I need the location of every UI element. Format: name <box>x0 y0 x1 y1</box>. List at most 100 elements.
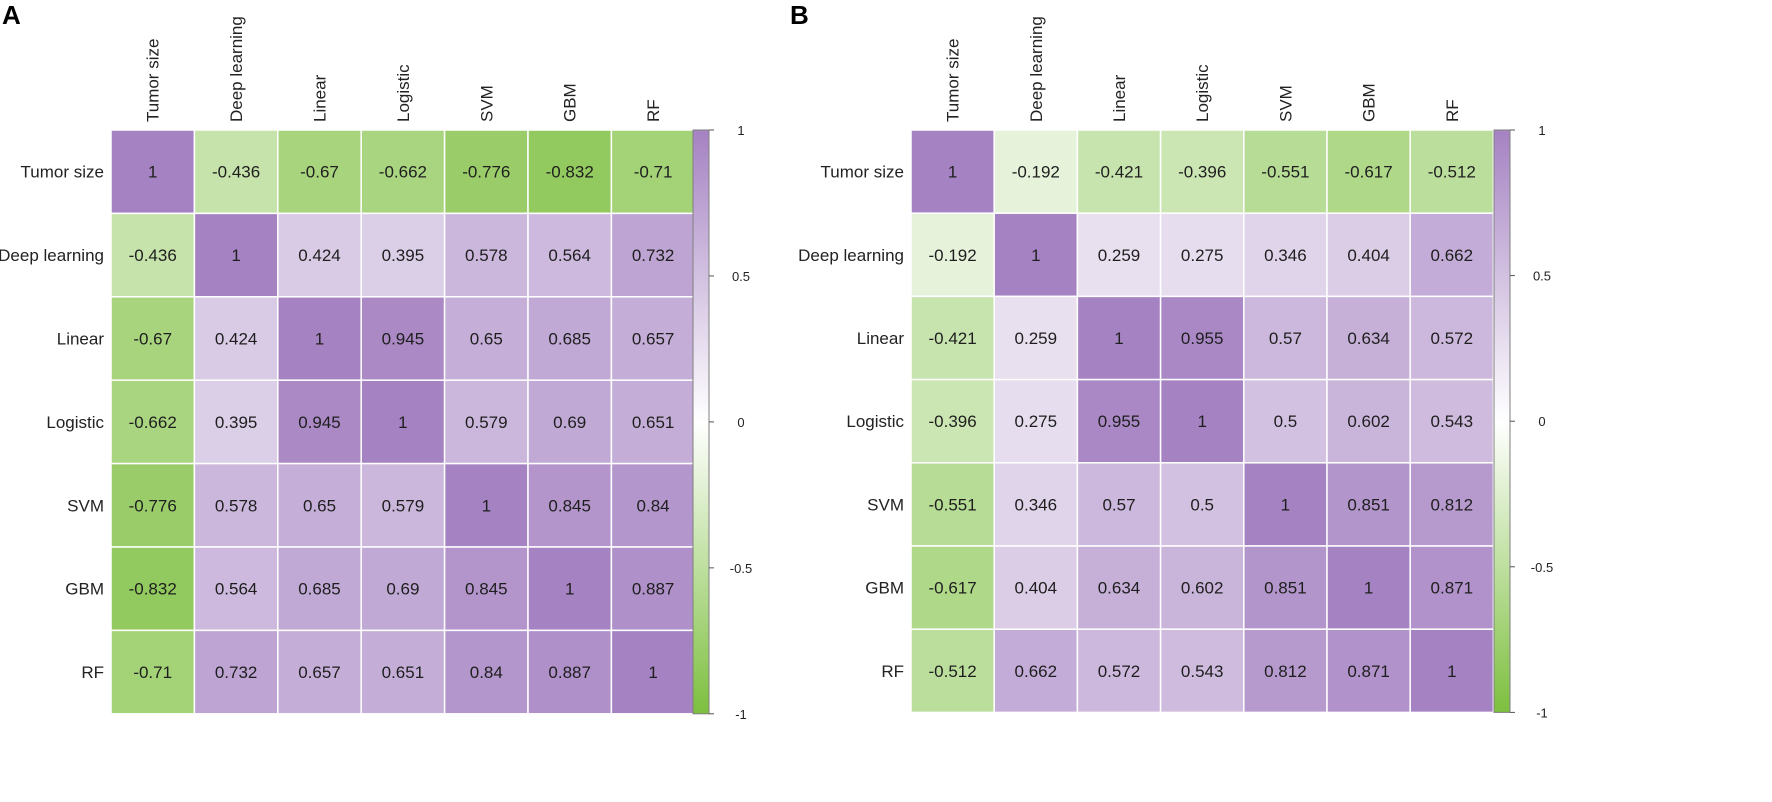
heatmap-cell <box>1076 378 1162 464</box>
column-label-rf: RF <box>1443 99 1462 122</box>
panel-a: A 1 -0.436 -0.67 -0.662 -0.776 -0.832 -0.71 -0.4… <box>0 0 752 722</box>
cell-value-label: 1 <box>565 580 574 599</box>
cell-value-label: 0.84 <box>470 663 503 682</box>
row-label-linear: Linear <box>57 330 105 349</box>
column-label-svm: SVM <box>477 85 496 122</box>
heatmap-cell <box>443 546 529 632</box>
panel-label: B <box>790 0 809 30</box>
panel-label: A <box>2 0 21 30</box>
heatmap-cell <box>1243 462 1328 547</box>
heatmap-cell <box>1326 628 1411 714</box>
heatmap-cells: 1 -0.192 -0.421 -0.396 -0.551 -0.617 -0.512 -0.… <box>910 129 1495 714</box>
colorbar-tick-label: -0.5 <box>730 561 752 576</box>
cell-value-label: -0.67 <box>133 330 172 349</box>
cell-value-label: 0.732 <box>215 663 258 682</box>
cell-value-label: 0.945 <box>382 330 425 349</box>
cell-value-label: 0.395 <box>382 246 425 265</box>
panel-b: B 1 -0.192 -0.421 -0.396 -0.551 -0.617 -0.512 -0… <box>790 0 1553 720</box>
heatmap-cell <box>1159 212 1245 298</box>
heatmap-cell <box>1076 628 1162 714</box>
heatmap-cell <box>277 629 362 715</box>
column-label-tumor-size: Tumor size <box>944 39 963 122</box>
heatmap-cell <box>1326 295 1411 381</box>
cell-value-label: -0.71 <box>634 163 673 182</box>
cell-value-label: 0.346 <box>1015 495 1058 514</box>
cell-value-label: 1 <box>1031 246 1040 265</box>
row-label-tumor-size: Tumor size <box>21 163 104 182</box>
cell-value-label: 1 <box>1197 412 1206 431</box>
cell-value-label: 0.634 <box>1098 579 1141 598</box>
heatmap-cell <box>993 295 1079 381</box>
cell-value-label: 0.845 <box>548 496 591 515</box>
heatmap-cell <box>1076 129 1162 214</box>
row-label-gbm: GBM <box>865 579 904 598</box>
colorbar-tick-label: 0.5 <box>1533 269 1551 284</box>
cell-value-label: -0.776 <box>129 496 177 515</box>
cell-value-label: 1 <box>1364 579 1373 598</box>
cell-value-label: 0.275 <box>1181 246 1224 265</box>
heatmap-cell <box>1326 462 1411 547</box>
column-label-svm: SVM <box>1276 85 1295 122</box>
cell-value-label: -0.396 <box>1178 163 1226 182</box>
cell-value-label: -0.436 <box>129 246 177 265</box>
cell-value-label: 0.851 <box>1347 495 1390 514</box>
colorbar-tick-label: 0.5 <box>732 269 750 284</box>
heatmap-cell <box>1409 462 1495 547</box>
heatmap-cell <box>993 545 1079 630</box>
cell-value-label: 0.732 <box>632 246 675 265</box>
cell-value-label: -0.71 <box>133 663 172 682</box>
cell-value-label: 0.657 <box>632 330 675 349</box>
cell-value-label: 0.65 <box>470 330 503 349</box>
heatmap-cell <box>1159 295 1245 381</box>
heatmap-cell <box>610 212 696 298</box>
cell-value-label: -0.421 <box>928 329 976 348</box>
heatmap-cell <box>993 378 1079 464</box>
heatmap-cell <box>1159 545 1245 630</box>
column-label-rf: RF <box>644 99 663 122</box>
colorbar-tick-label: -1 <box>735 707 747 722</box>
cell-value-label: -0.512 <box>928 662 976 681</box>
heatmap-cell <box>1076 462 1162 547</box>
cell-value-label: 0.259 <box>1015 329 1058 348</box>
cell-value-label: -0.67 <box>300 163 339 182</box>
cell-value-label: 0.812 <box>1431 495 1474 514</box>
row-label-rf: RF <box>81 663 104 682</box>
heatmap-cell <box>110 629 196 715</box>
row-label-deep-learning: Deep learning <box>0 246 104 265</box>
heatmap-cell <box>110 462 196 548</box>
heatmap-cell <box>193 379 279 465</box>
colorbar-tick-label: 0 <box>1538 414 1545 429</box>
heatmap-cell <box>1159 462 1245 547</box>
cell-value-label: 0.845 <box>465 580 508 599</box>
cell-value-label: 0.395 <box>215 413 258 432</box>
heatmap-cell <box>360 546 446 632</box>
cell-value-label: 0.579 <box>465 413 508 432</box>
heatmap-cell <box>1076 295 1162 381</box>
cell-value-label: 0.579 <box>382 496 425 515</box>
cell-value-label: 0.602 <box>1181 579 1224 598</box>
heatmap-cell <box>993 462 1079 547</box>
heatmap-cell <box>1409 378 1495 464</box>
cell-value-label: 0.578 <box>215 496 258 515</box>
heatmap-cell <box>277 129 362 215</box>
heatmap-cell <box>360 296 446 381</box>
cell-value-label: 0.662 <box>1015 662 1058 681</box>
row-label-gbm: GBM <box>65 580 104 599</box>
cell-value-label: 0.57 <box>1102 495 1135 514</box>
cell-value-label: 0.275 <box>1015 412 1058 431</box>
colorbar-tick-label: 0 <box>737 415 744 430</box>
column-label-gbm: GBM <box>561 83 580 122</box>
cell-value-label: 0.812 <box>1264 662 1307 681</box>
cell-value-label: -0.832 <box>129 580 177 599</box>
heatmap-cell <box>1159 628 1245 714</box>
cell-value-label: 1 <box>398 413 407 432</box>
heatmap-cell <box>360 629 446 715</box>
cell-value-label: 0.887 <box>632 580 675 599</box>
column-label-logistic: Logistic <box>1193 64 1212 122</box>
cell-value-label: 0.5 <box>1274 412 1298 431</box>
heatmap-cell <box>1243 545 1328 630</box>
cell-value-label: 0.572 <box>1098 662 1141 681</box>
heatmap-cell <box>527 629 613 715</box>
cell-value-label: 1 <box>1281 495 1290 514</box>
